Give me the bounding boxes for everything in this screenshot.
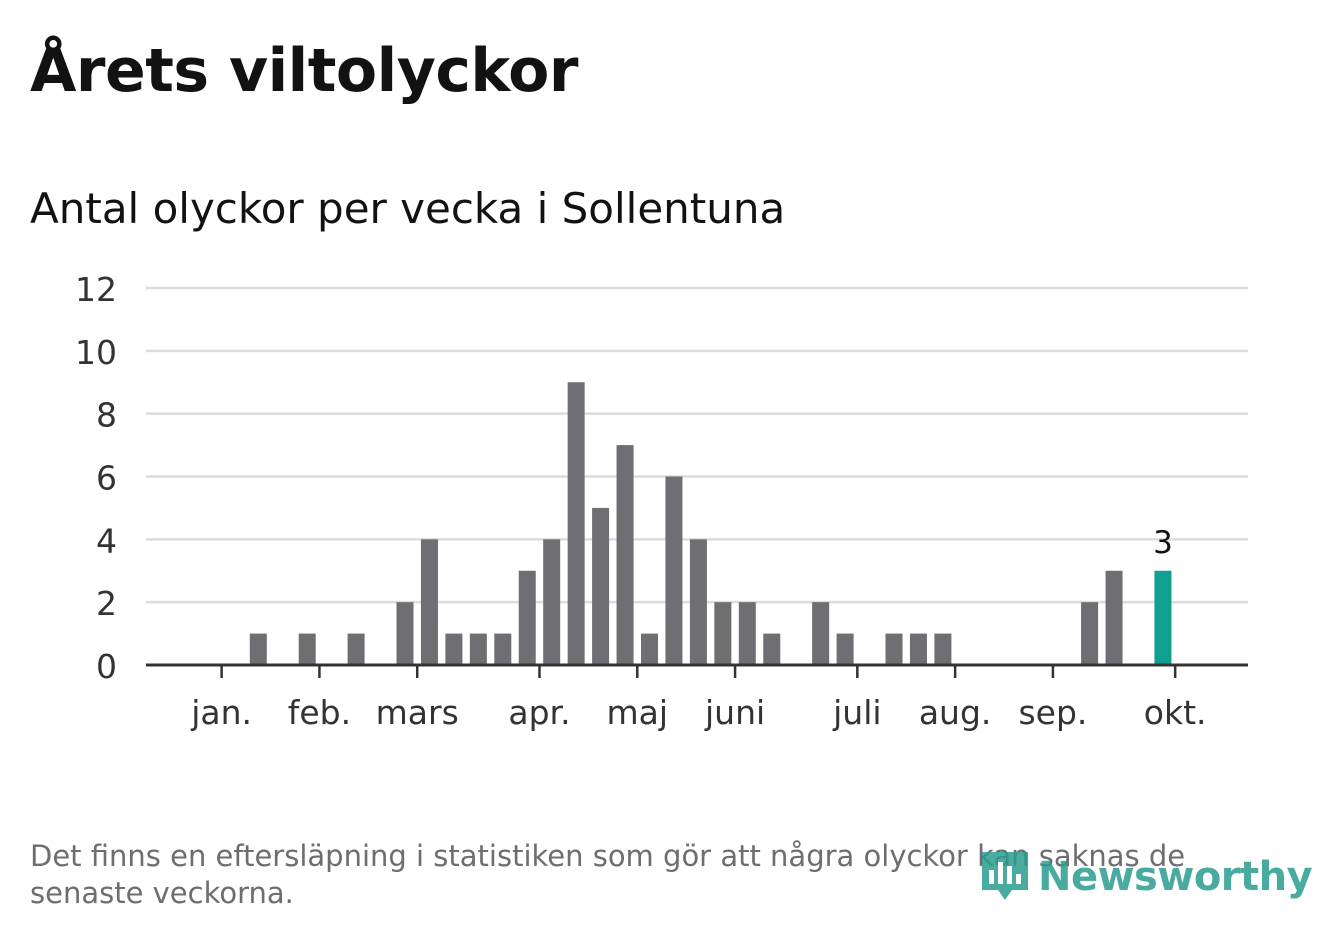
y-tick-label: 10	[75, 333, 117, 372]
bar-week-29	[836, 633, 854, 665]
bar-week-9	[347, 633, 365, 665]
chart-subtitle: Antal olyckor per vecka i Sollentuna	[30, 184, 786, 233]
newsworthy-icon	[982, 852, 1028, 900]
bar-week-26	[763, 633, 781, 665]
brand-name: Newsworthy	[1038, 854, 1313, 900]
bar-week-11	[396, 602, 414, 665]
y-tick-label: 6	[96, 459, 117, 498]
y-tick-label: 4	[96, 521, 117, 560]
bar-week-7	[298, 633, 316, 665]
x-axis: jan. feb. mars apr. maj juni juli aug. sep. okt.	[146, 663, 1248, 732]
bar-week-17	[543, 539, 561, 665]
y-axis-ticks: 0 2 4 6 8 10 12	[75, 270, 117, 686]
bar-week-20	[616, 445, 634, 665]
y-tick-label: 8	[96, 396, 117, 435]
chart-title: Årets viltolyckor	[30, 36, 579, 106]
bar-week-13	[445, 633, 463, 665]
x-tick-label: maj	[607, 693, 669, 732]
bar-week-42	[1154, 570, 1172, 665]
bars	[249, 382, 1172, 665]
x-tick-label: mars	[376, 693, 459, 732]
bar-chart: 0 2 4 6 8 10 12 jan. feb. mars apr. maj juni juli aug…	[75, 270, 1248, 732]
x-tick-label: apr.	[508, 693, 570, 732]
x-tick-label: jan.	[190, 693, 252, 732]
bar-week-23	[689, 539, 707, 665]
bar-week-39	[1081, 602, 1099, 665]
bar-week-31	[885, 633, 903, 665]
bar-week-16	[518, 570, 536, 665]
y-tick-label: 2	[96, 584, 117, 623]
data-labels: 3	[1153, 525, 1173, 561]
x-tick-label: juli	[832, 693, 881, 732]
bar-week-12	[420, 539, 438, 665]
newsworthy-logo: Newsworthy	[978, 846, 1313, 908]
x-tick-label: juni	[704, 693, 765, 732]
x-tick-label: sep.	[1018, 693, 1087, 732]
bar-week-32	[909, 633, 927, 665]
y-tick-label: 12	[75, 270, 117, 309]
bar-week-21	[641, 633, 658, 665]
y-tick-label: 0	[96, 647, 117, 686]
bar-week-22	[665, 476, 683, 665]
x-tick-label: feb.	[288, 693, 351, 732]
bar-week-18	[567, 382, 585, 665]
data-label-last-week: 3	[1153, 525, 1173, 561]
bar-week-33	[934, 633, 952, 665]
bar-week-28	[812, 602, 830, 665]
x-tick-label: aug.	[919, 693, 992, 732]
bar-week-15	[494, 633, 512, 665]
bar-week-5	[249, 633, 267, 665]
bar-week-19	[592, 507, 610, 665]
bar-week-25	[738, 602, 756, 665]
bar-week-14	[469, 633, 487, 665]
x-tick-label: okt.	[1144, 693, 1207, 732]
bar-week-40	[1105, 570, 1123, 665]
bar-week-24	[714, 602, 732, 665]
